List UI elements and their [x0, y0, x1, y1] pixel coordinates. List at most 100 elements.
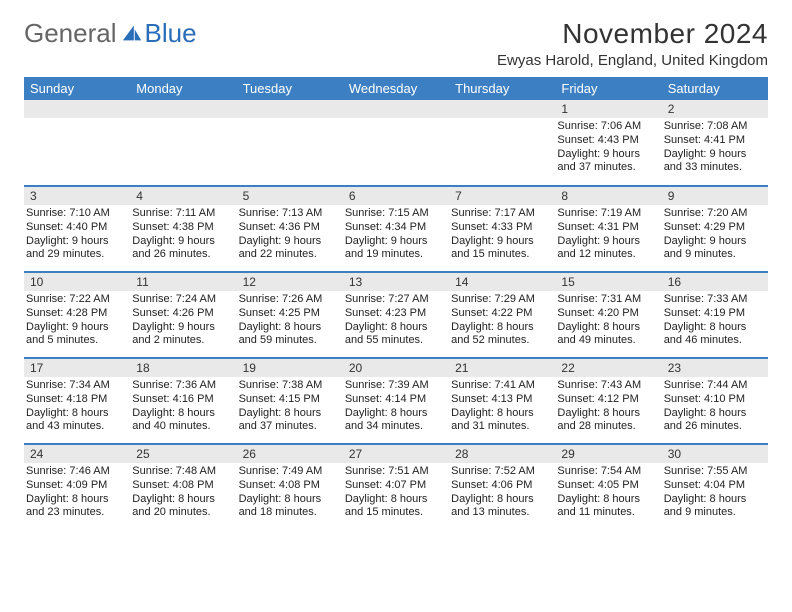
day-body: Sunrise: 7:52 AMSunset: 4:06 PMDaylight:… [449, 463, 555, 522]
calendar-cell [130, 100, 236, 186]
day-number: 1 [555, 100, 661, 118]
sunset-line: Sunset: 4:34 PM [345, 221, 445, 235]
daylight-line: Daylight: 9 hours and 5 minutes. [26, 321, 126, 349]
day-body: Sunrise: 7:43 AMSunset: 4:12 PMDaylight:… [555, 377, 661, 436]
sunset-line: Sunset: 4:23 PM [345, 307, 445, 321]
daylight-line: Daylight: 9 hours and 2 minutes. [132, 321, 232, 349]
calendar-cell: 12Sunrise: 7:26 AMSunset: 4:25 PMDayligh… [237, 272, 343, 358]
calendar-table: Sunday Monday Tuesday Wednesday Thursday… [24, 77, 768, 530]
sunrise-line: Sunrise: 7:27 AM [345, 293, 445, 307]
weekday-header: Tuesday [237, 77, 343, 100]
empty-day-header [24, 100, 130, 118]
day-number: 15 [555, 273, 661, 291]
calendar-cell: 26Sunrise: 7:49 AMSunset: 4:08 PMDayligh… [237, 444, 343, 530]
day-body: Sunrise: 7:46 AMSunset: 4:09 PMDaylight:… [24, 463, 130, 522]
sunset-line: Sunset: 4:10 PM [664, 393, 764, 407]
sunset-line: Sunset: 4:26 PM [132, 307, 232, 321]
sunset-line: Sunset: 4:06 PM [451, 479, 551, 493]
calendar-cell: 16Sunrise: 7:33 AMSunset: 4:19 PMDayligh… [662, 272, 768, 358]
day-body: Sunrise: 7:06 AMSunset: 4:43 PMDaylight:… [555, 118, 661, 177]
sunset-line: Sunset: 4:25 PM [239, 307, 339, 321]
day-body: Sunrise: 7:26 AMSunset: 4:25 PMDaylight:… [237, 291, 343, 350]
header: General Blue November 2024 Ewyas Harold,… [24, 18, 768, 69]
daylight-line: Daylight: 8 hours and 59 minutes. [239, 321, 339, 349]
sunrise-line: Sunrise: 7:39 AM [345, 379, 445, 393]
sunrise-line: Sunrise: 7:11 AM [132, 207, 232, 221]
calendar-cell [237, 100, 343, 186]
calendar-cell: 19Sunrise: 7:38 AMSunset: 4:15 PMDayligh… [237, 358, 343, 444]
sunset-line: Sunset: 4:20 PM [557, 307, 657, 321]
calendar-week-row: 17Sunrise: 7:34 AMSunset: 4:18 PMDayligh… [24, 358, 768, 444]
sunset-line: Sunset: 4:43 PM [557, 134, 657, 148]
day-body: Sunrise: 7:22 AMSunset: 4:28 PMDaylight:… [24, 291, 130, 350]
day-body: Sunrise: 7:17 AMSunset: 4:33 PMDaylight:… [449, 205, 555, 264]
sunset-line: Sunset: 4:13 PM [451, 393, 551, 407]
calendar-cell: 25Sunrise: 7:48 AMSunset: 4:08 PMDayligh… [130, 444, 236, 530]
sunrise-line: Sunrise: 7:15 AM [345, 207, 445, 221]
sunrise-line: Sunrise: 7:55 AM [664, 465, 764, 479]
day-body: Sunrise: 7:48 AMSunset: 4:08 PMDaylight:… [130, 463, 236, 522]
sunset-line: Sunset: 4:05 PM [557, 479, 657, 493]
calendar-cell: 3Sunrise: 7:10 AMSunset: 4:40 PMDaylight… [24, 186, 130, 272]
day-body: Sunrise: 7:54 AMSunset: 4:05 PMDaylight:… [555, 463, 661, 522]
daylight-line: Daylight: 8 hours and 55 minutes. [345, 321, 445, 349]
daylight-line: Daylight: 8 hours and 43 minutes. [26, 407, 126, 435]
day-number: 28 [449, 445, 555, 463]
daylight-line: Daylight: 8 hours and 23 minutes. [26, 493, 126, 521]
calendar-cell: 28Sunrise: 7:52 AMSunset: 4:06 PMDayligh… [449, 444, 555, 530]
sunrise-line: Sunrise: 7:41 AM [451, 379, 551, 393]
day-number: 25 [130, 445, 236, 463]
day-body: Sunrise: 7:20 AMSunset: 4:29 PMDaylight:… [662, 205, 768, 264]
day-number: 11 [130, 273, 236, 291]
weekday-header: Wednesday [343, 77, 449, 100]
daylight-line: Daylight: 9 hours and 33 minutes. [664, 148, 764, 176]
sunrise-line: Sunrise: 7:43 AM [557, 379, 657, 393]
sunset-line: Sunset: 4:09 PM [26, 479, 126, 493]
sunrise-line: Sunrise: 7:10 AM [26, 207, 126, 221]
day-number: 26 [237, 445, 343, 463]
sunrise-line: Sunrise: 7:52 AM [451, 465, 551, 479]
day-number: 3 [24, 187, 130, 205]
calendar-cell: 23Sunrise: 7:44 AMSunset: 4:10 PMDayligh… [662, 358, 768, 444]
day-body: Sunrise: 7:29 AMSunset: 4:22 PMDaylight:… [449, 291, 555, 350]
day-body: Sunrise: 7:31 AMSunset: 4:20 PMDaylight:… [555, 291, 661, 350]
day-body: Sunrise: 7:15 AMSunset: 4:34 PMDaylight:… [343, 205, 449, 264]
daylight-line: Daylight: 8 hours and 18 minutes. [239, 493, 339, 521]
daylight-line: Daylight: 8 hours and 26 minutes. [664, 407, 764, 435]
day-body: Sunrise: 7:10 AMSunset: 4:40 PMDaylight:… [24, 205, 130, 264]
calendar-cell [449, 100, 555, 186]
sunrise-line: Sunrise: 7:19 AM [557, 207, 657, 221]
sunrise-line: Sunrise: 7:31 AM [557, 293, 657, 307]
calendar-cell: 29Sunrise: 7:54 AMSunset: 4:05 PMDayligh… [555, 444, 661, 530]
logo: General Blue [24, 18, 197, 49]
calendar-cell: 10Sunrise: 7:22 AMSunset: 4:28 PMDayligh… [24, 272, 130, 358]
sunrise-line: Sunrise: 7:26 AM [239, 293, 339, 307]
sunrise-line: Sunrise: 7:20 AM [664, 207, 764, 221]
daylight-line: Daylight: 8 hours and 9 minutes. [664, 493, 764, 521]
calendar-cell: 24Sunrise: 7:46 AMSunset: 4:09 PMDayligh… [24, 444, 130, 530]
day-number: 19 [237, 359, 343, 377]
calendar-week-row: 10Sunrise: 7:22 AMSunset: 4:28 PMDayligh… [24, 272, 768, 358]
page-title: November 2024 [497, 18, 768, 50]
day-number: 12 [237, 273, 343, 291]
calendar-body: 1Sunrise: 7:06 AMSunset: 4:43 PMDaylight… [24, 100, 768, 530]
daylight-line: Daylight: 8 hours and 13 minutes. [451, 493, 551, 521]
sunset-line: Sunset: 4:07 PM [345, 479, 445, 493]
weekday-header-row: Sunday Monday Tuesday Wednesday Thursday… [24, 77, 768, 100]
day-number: 5 [237, 187, 343, 205]
daylight-line: Daylight: 9 hours and 22 minutes. [239, 235, 339, 263]
day-number: 17 [24, 359, 130, 377]
calendar-cell [24, 100, 130, 186]
day-number: 20 [343, 359, 449, 377]
calendar-cell: 4Sunrise: 7:11 AMSunset: 4:38 PMDaylight… [130, 186, 236, 272]
sunrise-line: Sunrise: 7:29 AM [451, 293, 551, 307]
day-body: Sunrise: 7:33 AMSunset: 4:19 PMDaylight:… [662, 291, 768, 350]
sunrise-line: Sunrise: 7:34 AM [26, 379, 126, 393]
daylight-line: Daylight: 8 hours and 40 minutes. [132, 407, 232, 435]
day-number: 6 [343, 187, 449, 205]
day-number: 10 [24, 273, 130, 291]
day-body: Sunrise: 7:51 AMSunset: 4:07 PMDaylight:… [343, 463, 449, 522]
daylight-line: Daylight: 9 hours and 19 minutes. [345, 235, 445, 263]
day-body: Sunrise: 7:36 AMSunset: 4:16 PMDaylight:… [130, 377, 236, 436]
calendar-cell: 8Sunrise: 7:19 AMSunset: 4:31 PMDaylight… [555, 186, 661, 272]
